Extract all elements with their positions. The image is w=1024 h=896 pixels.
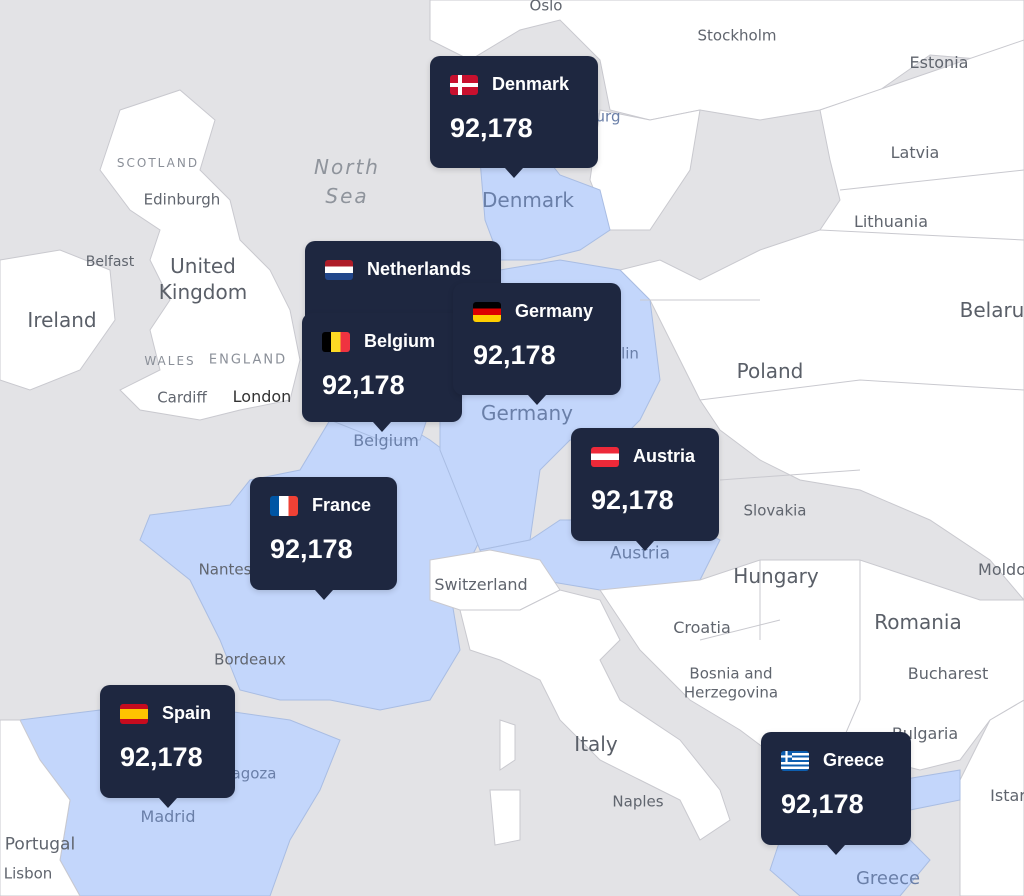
label-denmark: Denmark	[482, 188, 574, 212]
marker-country-name: Spain	[162, 703, 212, 723]
marker-france[interactable]: France 92,178	[250, 477, 397, 600]
label-united-kingdom-1: United	[170, 254, 236, 278]
spain-flag-icon	[120, 703, 148, 724]
label-austria: Austria	[609, 543, 671, 564]
label-bucharest: Bucharest	[907, 664, 989, 683]
label-england: ENGLAND	[208, 352, 288, 368]
land-sardinia	[489, 789, 521, 846]
label-scotland: SCOTLAND	[116, 156, 200, 170]
netherlands-flag-icon	[325, 259, 353, 280]
label-burg: urg	[595, 107, 621, 126]
marker-country-name: France	[312, 495, 372, 515]
label-moldova: Moldo	[978, 560, 1024, 579]
marker-value: 92,178	[270, 534, 353, 564]
marker-pointer	[314, 590, 333, 600]
marker-pointer	[528, 395, 546, 405]
label-edinburgh: Edinburgh	[143, 190, 221, 209]
label-madrid: Madrid	[140, 807, 196, 826]
marker-germany[interactable]: Germany 92,178	[453, 283, 621, 405]
marker-country-name: Germany	[515, 301, 594, 321]
marker-value: 92,178	[120, 742, 203, 772]
label-stockholm: Stockholm	[697, 26, 777, 45]
label-greece: Greece	[855, 868, 921, 889]
marker-country-name: Greece	[823, 750, 885, 770]
label-naples: Naples	[612, 792, 664, 811]
label-berlin: lin	[621, 344, 639, 363]
marker-value: 92,178	[322, 370, 405, 400]
label-north-sea-2: Sea	[325, 184, 369, 208]
marker-pointer	[373, 422, 391, 432]
label-latvia: Latvia	[890, 143, 940, 162]
label-nantes: Nantes	[198, 560, 252, 579]
marker-pointer	[158, 798, 177, 808]
land-corsica	[499, 719, 516, 771]
label-slovakia: Slovakia	[743, 501, 807, 520]
marker-spain[interactable]: Spain 92,178	[100, 685, 235, 808]
marker-pointer	[636, 541, 654, 551]
land-balkans	[599, 559, 1024, 771]
land-great-britain	[99, 89, 301, 421]
greece-flag-icon	[781, 750, 809, 771]
marker-value: 92,178	[450, 113, 533, 143]
label-italy: Italy	[574, 732, 618, 756]
marker-country-name: Netherlands	[367, 259, 472, 279]
label-poland: Poland	[736, 359, 804, 383]
label-belgium: Belgium	[353, 431, 419, 450]
label-oslo: Oslo	[529, 0, 563, 15]
label-hungary: Hungary	[733, 564, 819, 588]
label-london: London	[232, 387, 292, 406]
label-istanbul: Istar	[990, 786, 1024, 805]
marker-pointer	[505, 168, 523, 178]
label-ireland: Ireland	[27, 308, 97, 332]
france-flag-icon	[270, 495, 298, 516]
belgium-flag-icon	[322, 331, 350, 352]
marker-country-name: Denmark	[492, 74, 570, 94]
germany-flag-icon	[473, 301, 501, 322]
denmark-flag-icon	[450, 74, 478, 95]
marker-value: 92,178	[473, 340, 556, 370]
marker-pointer	[827, 845, 845, 855]
marker-country-name: Belgium	[364, 331, 436, 351]
label-romania: Romania	[874, 610, 962, 634]
marker-greece[interactable]: Greece 92,178	[761, 732, 911, 855]
label-north-sea-1: North	[314, 155, 380, 179]
label-belfast: Belfast	[85, 254, 135, 270]
austria-flag-icon	[591, 446, 619, 467]
label-wales: WALES	[144, 354, 196, 368]
land-portugal	[0, 719, 81, 896]
label-estonia: Estonia	[909, 53, 969, 72]
marker-value: 92,178	[591, 485, 674, 515]
land-ireland	[0, 249, 116, 391]
label-bosnia-2: Herzegovina	[683, 683, 779, 702]
label-switzerland: Switzerland	[434, 575, 528, 594]
marker-value: 92,178	[781, 789, 864, 819]
label-belarus: Belaru	[959, 298, 1024, 322]
marker-belgium[interactable]: Belgium 92,178	[302, 313, 462, 432]
label-lisbon: Lisbon	[3, 864, 53, 883]
marker-country-name: Austria	[633, 446, 696, 466]
label-united-kingdom-2: Kingdom	[158, 280, 248, 304]
label-portugal: Portugal	[4, 834, 76, 855]
land-italy	[459, 589, 731, 841]
label-zaragoza: agoza	[231, 764, 277, 783]
label-bosnia-1: Bosnia and	[689, 664, 773, 683]
label-lithuania: Lithuania	[853, 212, 929, 231]
marker-austria[interactable]: Austria 92,178	[571, 428, 719, 551]
marker-denmark[interactable]: Denmark 92,178	[430, 56, 598, 178]
label-bordeaux: Bordeaux	[214, 650, 286, 669]
label-germany: Germany	[481, 401, 573, 425]
label-croatia: Croatia	[673, 618, 731, 637]
label-cardiff: Cardiff	[157, 388, 207, 407]
